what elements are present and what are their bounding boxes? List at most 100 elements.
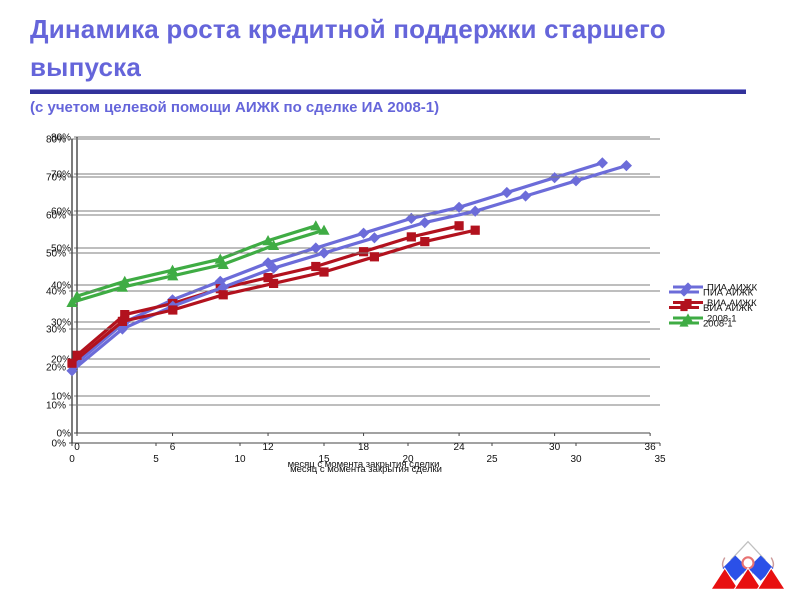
slide-header: Динамика роста кредитной поддержки старш…: [30, 10, 770, 116]
svg-text:6: 6: [170, 442, 176, 453]
square-marker: [420, 237, 430, 247]
diamond-marker: [214, 275, 226, 287]
square-marker: [470, 225, 480, 235]
diamond-marker: [217, 281, 229, 293]
square-marker: [67, 358, 77, 368]
svg-text:30%: 30%: [46, 325, 66, 336]
square-marker: [117, 316, 127, 326]
svg-text:30%: 30%: [51, 318, 71, 329]
slide-subtitle: (с учетом целевой помощи АИЖК по сделке …: [30, 99, 440, 116]
triangle-marker: [683, 313, 693, 322]
series-line-1: [75, 161, 603, 364]
triangle-marker: [66, 296, 78, 307]
triangle-marker: [167, 270, 179, 281]
svg-text:80%: 80%: [46, 135, 66, 146]
triangle-marker: [318, 224, 330, 235]
svg-text:30: 30: [549, 442, 561, 453]
triangle-marker: [71, 290, 83, 301]
svg-text:60%: 60%: [46, 211, 66, 222]
square-marker: [72, 350, 82, 360]
series-line-3: [76, 224, 317, 298]
square-marker: [319, 267, 329, 277]
svg-text:35: 35: [654, 454, 666, 465]
diamond-marker: [679, 287, 689, 297]
diamond-marker: [620, 160, 632, 172]
diamond-marker: [596, 157, 608, 169]
diamond-marker: [357, 227, 370, 239]
svg-text:10%: 10%: [51, 392, 71, 403]
diamond-marker: [368, 232, 380, 244]
diamond-marker: [268, 262, 280, 274]
diamond-marker: [310, 242, 322, 254]
square-marker: [680, 303, 688, 312]
svg-text:0: 0: [69, 454, 75, 465]
svg-text:5: 5: [153, 454, 159, 465]
square-marker: [168, 305, 178, 315]
svg-text:0: 0: [74, 442, 80, 453]
svg-text:10: 10: [234, 454, 246, 465]
svg-text:15: 15: [318, 454, 330, 465]
svg-text:24: 24: [454, 442, 466, 453]
svg-text:0%: 0%: [57, 429, 72, 440]
slide-title: Динамика роста кредитной поддержки старш…: [30, 14, 666, 82]
triangle-marker: [217, 258, 229, 269]
diamond-marker: [262, 257, 274, 269]
svg-text:0%: 0%: [52, 439, 67, 450]
title-underline: [30, 89, 746, 94]
diamond-marker: [419, 217, 431, 229]
svg-text:80%: 80%: [51, 133, 71, 144]
series-line-3: [71, 228, 325, 304]
square-marker: [263, 273, 273, 283]
svg-text:40%: 40%: [46, 287, 66, 298]
svg-text:ПИА АИЖК: ПИА АИЖК: [707, 283, 758, 294]
svg-text:70%: 70%: [46, 173, 66, 184]
svg-text:60%: 60%: [51, 207, 71, 218]
svg-text:18: 18: [358, 442, 370, 453]
svg-text:20%: 20%: [46, 363, 66, 374]
diamond-marker: [318, 247, 330, 259]
diamond-marker: [570, 175, 582, 187]
triangle-marker: [310, 220, 322, 231]
diamond-marker: [405, 212, 417, 224]
diamond-marker: [469, 205, 481, 217]
square-marker: [406, 232, 416, 242]
svg-text:10%: 10%: [46, 401, 66, 412]
series-line-1: [70, 164, 627, 373]
triangle-marker: [679, 318, 689, 327]
square-marker: [218, 290, 228, 300]
svg-text:12: 12: [262, 442, 274, 453]
svg-text:70%: 70%: [51, 170, 71, 181]
svg-text:50%: 50%: [51, 244, 71, 255]
triangle-marker: [262, 235, 274, 246]
triangle-marker: [166, 264, 179, 275]
svg-text:20: 20: [402, 454, 414, 465]
diamond-marker: [453, 201, 465, 213]
diamond-marker: [520, 190, 532, 202]
svg-text:ВИА АИЖК: ВИА АИЖК: [707, 298, 757, 309]
svg-text:ВИА АИЖК: ВИА АИЖК: [703, 303, 753, 314]
diamond-marker: [66, 365, 78, 377]
svg-text:36: 36: [645, 442, 657, 453]
diamond-marker: [116, 323, 128, 335]
square-marker: [269, 278, 279, 288]
svg-text:2008-1: 2008-1: [703, 319, 733, 330]
svg-text:30: 30: [570, 454, 582, 465]
diamond-marker: [549, 172, 561, 184]
svg-text:20%: 20%: [51, 355, 71, 366]
diamond-marker: [71, 357, 83, 369]
triangle-marker: [116, 281, 128, 292]
square-marker: [369, 252, 379, 262]
svg-text:месяц с момента закрытия сделк: месяц с момента закрытия сделки: [288, 459, 440, 470]
aizhk-logo-icon: [710, 540, 786, 590]
svg-text:месяц с момента закрытия сделк: месяц с момента закрытия сделки: [290, 464, 442, 475]
square-marker: [311, 261, 321, 272]
triangle-marker: [268, 239, 280, 250]
square-marker: [120, 310, 130, 320]
series-line-2: [70, 228, 476, 365]
square-marker: [454, 221, 464, 231]
square-marker: [358, 247, 369, 257]
square-marker: [684, 298, 692, 307]
svg-text:2008-1: 2008-1: [707, 314, 737, 325]
